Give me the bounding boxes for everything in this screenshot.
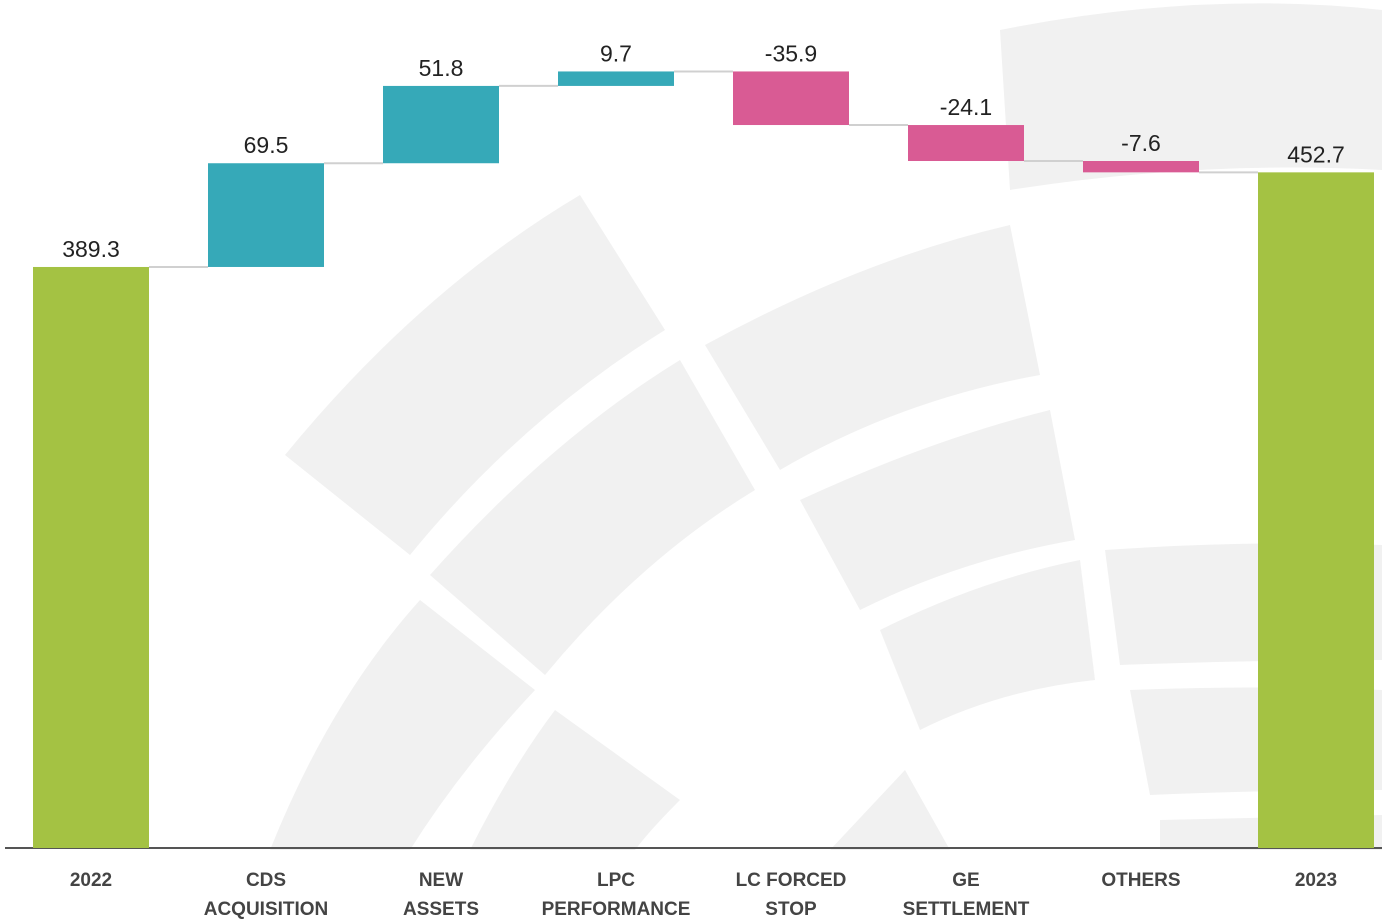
value-label: 69.5 <box>244 132 289 158</box>
bar <box>733 71 849 126</box>
x-tick-label: NEW ASSETS <box>402 870 480 920</box>
x-tick-label: GE SETTLEMENT <box>902 870 1030 920</box>
bar <box>208 163 324 267</box>
value-label: 9.7 <box>600 40 632 66</box>
value-label: 452.7 <box>1287 141 1345 167</box>
value-label: -7.6 <box>1121 130 1161 156</box>
value-label: -35.9 <box>765 40 817 66</box>
x-tick-label: 2022 <box>69 870 113 891</box>
value-label: 51.8 <box>419 55 464 81</box>
x-tick-label: CDS ACQUISITION <box>203 870 329 920</box>
value-label: 389.3 <box>62 236 120 262</box>
bar <box>383 85 499 164</box>
bar <box>1258 172 1374 849</box>
x-tick-label: 2023 <box>1294 870 1338 891</box>
x-tick-label: LC FORCED STOP <box>735 870 847 920</box>
x-tick-label: LPC PERFORMANCE <box>541 870 691 920</box>
bar <box>908 125 1024 162</box>
value-label: -24.1 <box>940 94 992 120</box>
bar <box>33 266 149 849</box>
bar <box>1083 161 1199 173</box>
x-tick-label: OTHERS <box>1101 870 1181 891</box>
watermark <box>270 3 1382 850</box>
bar <box>558 71 674 86</box>
